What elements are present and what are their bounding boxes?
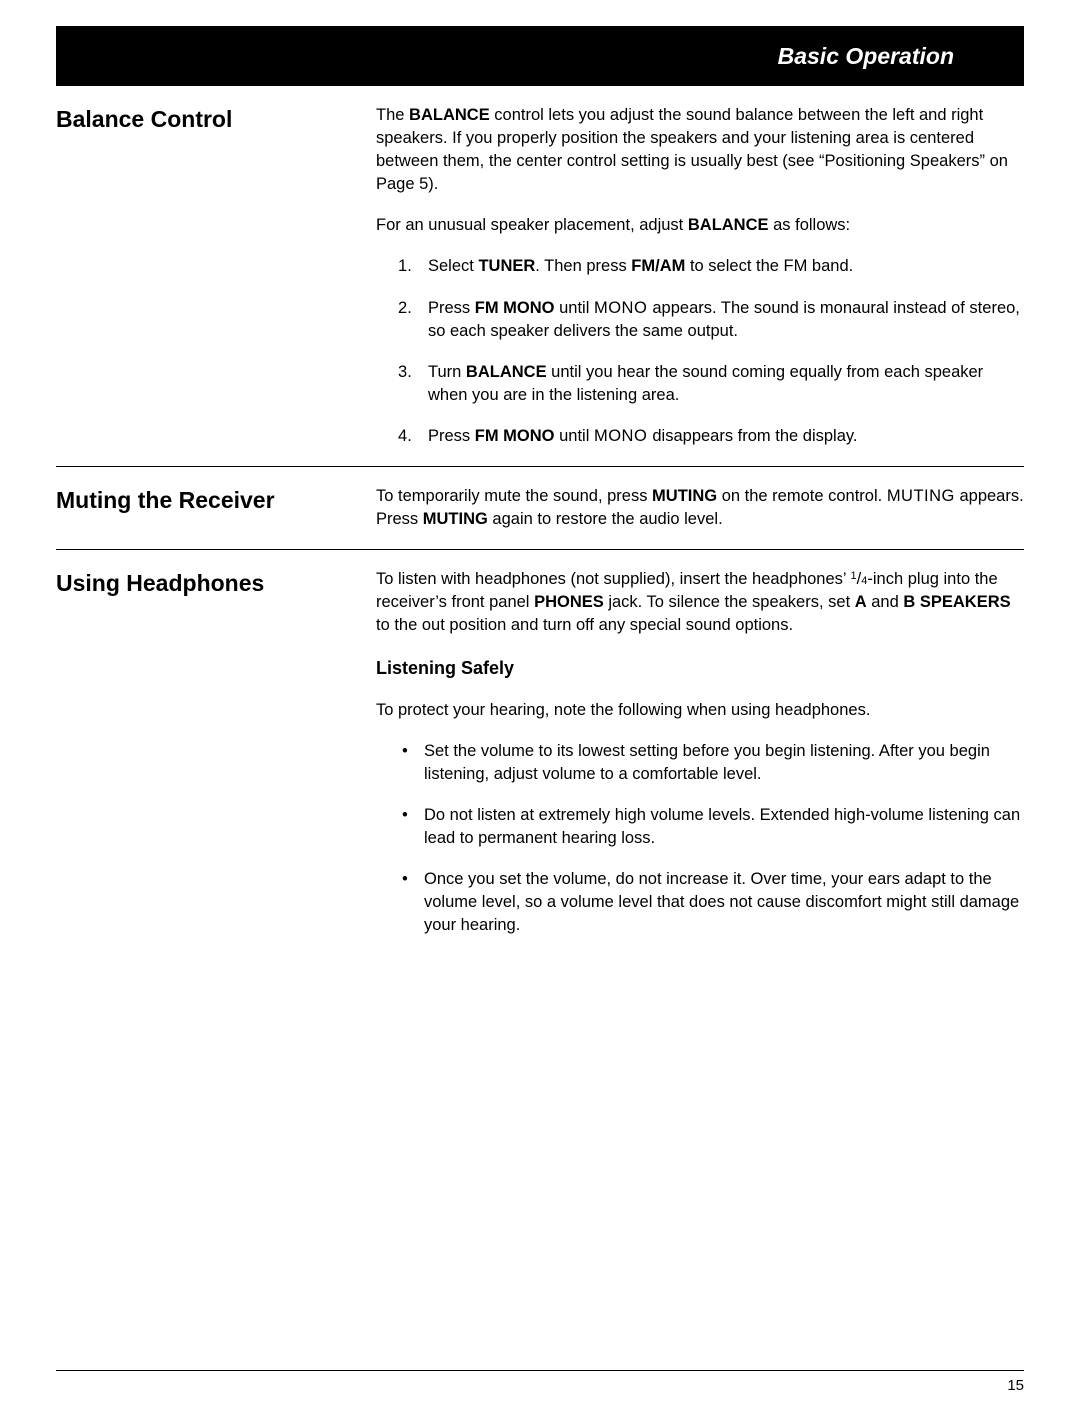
listening-safely-intro: To protect your hearing, note the follow… (376, 699, 1024, 722)
listening-safely-heading: Listening Safely (376, 656, 1024, 681)
balance-step-1: Select TUNER. Then press FM/AM to select… (398, 255, 1024, 278)
headphones-para: To listen with headphones (not supplied)… (376, 568, 1024, 637)
balance-step-4: Press FM MONO until MONO disappears from… (398, 425, 1024, 448)
page-footer-rule: 15 (56, 1370, 1024, 1371)
safety-bullet-2: Do not listen at extremely high volume l… (398, 804, 1024, 850)
section-title-balance: Balance Control (56, 104, 376, 448)
page-content: Balance Control The BALANCE control lets… (0, 86, 1080, 955)
safety-bullet-3: Once you set the volume, do not increase… (398, 868, 1024, 937)
section-title-muting: Muting the Receiver (56, 485, 376, 531)
section-title-headphones: Using Headphones (56, 568, 376, 937)
section-body-headphones: To listen with headphones (not supplied)… (376, 568, 1024, 937)
header-bar: Basic Operation (56, 26, 1024, 86)
balance-step-3: Turn BALANCE until you hear the sound co… (398, 361, 1024, 407)
section-balance: Balance Control The BALANCE control lets… (56, 104, 1024, 467)
section-body-muting: To temporarily mute the sound, press MUT… (376, 485, 1024, 531)
listening-safely-bullets: Set the volume to its lowest setting bef… (398, 740, 1024, 938)
balance-intro: The BALANCE control lets you adjust the … (376, 104, 1024, 196)
page-number: 15 (1007, 1377, 1024, 1394)
balance-steps: Select TUNER. Then press FM/AM to select… (398, 255, 1024, 448)
safety-bullet-1: Set the volume to its lowest setting bef… (398, 740, 1024, 786)
section-headphones: Using Headphones To listen with headphon… (56, 568, 1024, 955)
balance-step-2: Press FM MONO until MONO appears. The so… (398, 297, 1024, 343)
section-muting: Muting the Receiver To temporarily mute … (56, 485, 1024, 550)
header-title: Basic Operation (778, 43, 954, 70)
balance-para2: For an unusual speaker placement, adjust… (376, 214, 1024, 237)
muting-para: To temporarily mute the sound, press MUT… (376, 485, 1024, 531)
section-body-balance: The BALANCE control lets you adjust the … (376, 104, 1024, 448)
